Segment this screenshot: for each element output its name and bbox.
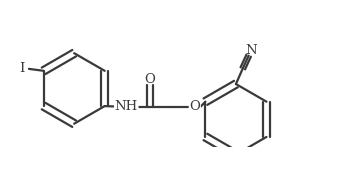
Text: O: O bbox=[189, 100, 200, 113]
Text: O: O bbox=[144, 73, 155, 86]
Text: I: I bbox=[19, 62, 25, 75]
Text: NH: NH bbox=[115, 100, 138, 113]
Text: N: N bbox=[245, 44, 256, 57]
